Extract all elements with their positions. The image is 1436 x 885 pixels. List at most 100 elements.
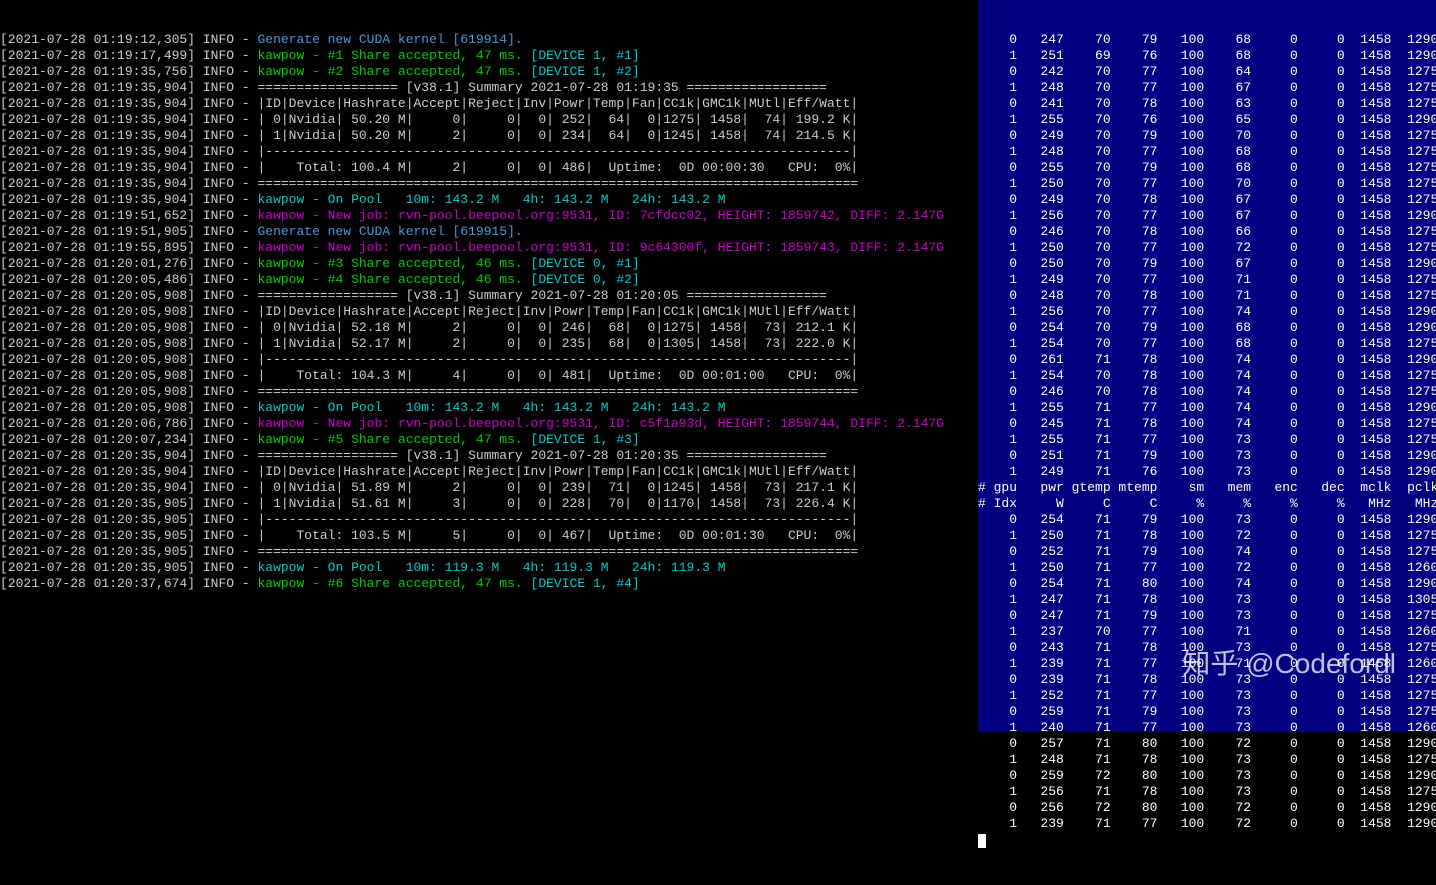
gpu-stat-row: 0 241 70 78 100 63 0 0 1458 1275 bbox=[978, 96, 1436, 112]
log-timestamp: [2021-07-28 01:20:35,904] bbox=[0, 480, 195, 495]
log-level: INFO - bbox=[195, 80, 257, 95]
log-message: | 0|Nvidia| 52.18 M| 2| 0| 0| 246| 68| 0… bbox=[257, 320, 858, 335]
gpu-stat-row: 0 242 70 77 100 64 0 0 1458 1275 bbox=[978, 64, 1436, 80]
log-line: [2021-07-28 01:19:35,904] INFO - | 1|Nvi… bbox=[0, 128, 978, 144]
log-device: [DEVICE 0, #2] bbox=[531, 272, 640, 287]
log-line: [2021-07-28 01:20:35,904] INFO - |ID|Dev… bbox=[0, 464, 978, 480]
log-timestamp: [2021-07-28 01:19:55,895] bbox=[0, 240, 195, 255]
log-line: [2021-07-28 01:20:35,905] INFO - | 1|Nvi… bbox=[0, 496, 978, 512]
gpu-stat-row: 0 254 71 79 100 73 0 0 1458 1290 bbox=[978, 512, 1436, 528]
log-line: [2021-07-28 01:19:35,904] INFO - |------… bbox=[0, 144, 978, 160]
log-level: INFO - bbox=[195, 176, 257, 191]
log-timestamp: [2021-07-28 01:20:37,674] bbox=[0, 576, 195, 591]
log-level: INFO - bbox=[195, 384, 257, 399]
log-timestamp: [2021-07-28 01:19:51,905] bbox=[0, 224, 195, 239]
log-message: |ID|Device|Hashrate|Accept|Reject|Inv|Po… bbox=[257, 304, 858, 319]
log-line: [2021-07-28 01:20:05,908] INFO - =======… bbox=[0, 384, 978, 400]
log-message: ================== [v38.1] Summary 2021-… bbox=[257, 448, 827, 463]
log-message: |ID|Device|Hashrate|Accept|Reject|Inv|Po… bbox=[257, 96, 858, 111]
miner-log-terminal[interactable]: [2021-07-28 01:19:12,305] INFO - Generat… bbox=[0, 0, 978, 732]
log-line: [2021-07-28 01:20:35,905] INFO - |------… bbox=[0, 512, 978, 528]
gpu-smi-terminal[interactable]: 0 247 70 79 100 68 0 0 1458 1290 1 251 6… bbox=[978, 0, 1436, 732]
log-level: INFO - bbox=[195, 272, 257, 287]
gpu-stat-row: 1 250 70 77 100 72 0 0 1458 1275 bbox=[978, 240, 1436, 256]
gpu-stat-row: 1 247 71 78 100 73 0 0 1458 1305 bbox=[978, 592, 1436, 608]
gpu-stat-row: 1 248 71 78 100 73 0 0 1458 1275 bbox=[978, 752, 1436, 768]
log-line: [2021-07-28 01:19:35,904] INFO - =======… bbox=[0, 80, 978, 96]
log-message: kawpow - On Pool 10m: 119.3 M 4h: 119.3 … bbox=[257, 560, 725, 575]
gpu-stat-row: 1 248 70 77 100 67 0 0 1458 1275 bbox=[978, 80, 1436, 96]
log-message: ========================================… bbox=[257, 544, 858, 559]
log-message: ========================================… bbox=[257, 384, 858, 399]
log-message: kawpow - #1 Share accepted, 47 ms. bbox=[257, 48, 530, 63]
log-timestamp: [2021-07-28 01:20:05,908] bbox=[0, 288, 195, 303]
log-line: [2021-07-28 01:20:35,904] INFO - =======… bbox=[0, 448, 978, 464]
log-timestamp: [2021-07-28 01:20:35,904] bbox=[0, 464, 195, 479]
gpu-stat-row: 0 248 70 78 100 71 0 0 1458 1275 bbox=[978, 288, 1436, 304]
log-line: [2021-07-28 01:19:35,904] INFO - | Total… bbox=[0, 160, 978, 176]
log-line: [2021-07-28 01:20:05,486] INFO - kawpow … bbox=[0, 272, 978, 288]
log-line: [2021-07-28 01:19:35,904] INFO - |ID|Dev… bbox=[0, 96, 978, 112]
log-level: INFO - bbox=[195, 560, 257, 575]
gpu-stat-row: 1 254 70 78 100 74 0 0 1458 1275 bbox=[978, 368, 1436, 384]
gpu-stat-row: 0 243 71 78 100 73 0 0 1458 1275 bbox=[978, 640, 1436, 656]
log-timestamp: [2021-07-28 01:19:12,305] bbox=[0, 32, 195, 47]
log-level: INFO - bbox=[195, 320, 257, 335]
gpu-stat-row: 0 261 71 78 100 74 0 0 1458 1290 bbox=[978, 352, 1436, 368]
cursor bbox=[978, 832, 1436, 853]
log-device: [DEVICE 1, #3] bbox=[531, 432, 640, 447]
log-line: [2021-07-28 01:20:01,276] INFO - kawpow … bbox=[0, 256, 978, 272]
log-message: kawpow - New job: rvn-pool.beepool.org:9… bbox=[257, 240, 944, 255]
log-timestamp: [2021-07-28 01:19:35,904] bbox=[0, 112, 195, 127]
log-line: [2021-07-28 01:19:55,895] INFO - kawpow … bbox=[0, 240, 978, 256]
log-level: INFO - bbox=[195, 448, 257, 463]
gpu-stat-row: 1 250 71 78 100 72 0 0 1458 1275 bbox=[978, 528, 1436, 544]
gpu-stat-row: 1 249 71 76 100 73 0 0 1458 1290 bbox=[978, 464, 1436, 480]
log-timestamp: [2021-07-28 01:20:06,786] bbox=[0, 416, 195, 431]
gpu-stat-row: 0 246 70 78 100 74 0 0 1458 1275 bbox=[978, 384, 1436, 400]
log-timestamp: [2021-07-28 01:20:35,905] bbox=[0, 560, 195, 575]
log-line: [2021-07-28 01:20:05,908] INFO - kawpow … bbox=[0, 400, 978, 416]
log-timestamp: [2021-07-28 01:20:05,908] bbox=[0, 320, 195, 335]
log-line: [2021-07-28 01:20:07,234] INFO - kawpow … bbox=[0, 432, 978, 448]
log-message: kawpow - #5 Share accepted, 47 ms. bbox=[257, 432, 530, 447]
log-line: [2021-07-28 01:19:17,499] INFO - kawpow … bbox=[0, 48, 978, 64]
log-level: INFO - bbox=[195, 480, 257, 495]
log-level: INFO - bbox=[195, 544, 257, 559]
log-level: INFO - bbox=[195, 240, 257, 255]
log-level: INFO - bbox=[195, 208, 257, 223]
log-line: [2021-07-28 01:19:35,756] INFO - kawpow … bbox=[0, 64, 978, 80]
log-message: kawpow - #3 Share accepted, 46 ms. bbox=[257, 256, 530, 271]
log-timestamp: [2021-07-28 01:20:35,905] bbox=[0, 512, 195, 527]
log-level: INFO - bbox=[195, 368, 257, 383]
log-line: [2021-07-28 01:20:05,908] INFO - | 0|Nvi… bbox=[0, 320, 978, 336]
gpu-stat-row: 0 246 70 78 100 66 0 0 1458 1275 bbox=[978, 224, 1436, 240]
log-level: INFO - bbox=[195, 256, 257, 271]
gpu-stat-row: 0 239 71 78 100 73 0 0 1458 1275 bbox=[978, 672, 1436, 688]
log-timestamp: [2021-07-28 01:20:05,908] bbox=[0, 352, 195, 367]
log-message: Generate new CUDA kernel [619914]. bbox=[257, 32, 522, 47]
log-message: |ID|Device|Hashrate|Accept|Reject|Inv|Po… bbox=[257, 464, 858, 479]
log-level: INFO - bbox=[195, 64, 257, 79]
log-device: [DEVICE 1, #2] bbox=[531, 64, 640, 79]
log-message: ================== [v38.1] Summary 2021-… bbox=[257, 288, 827, 303]
gpu-stat-row: 0 254 71 80 100 74 0 0 1458 1290 bbox=[978, 576, 1436, 592]
log-line: [2021-07-28 01:20:35,904] INFO - | 0|Nvi… bbox=[0, 480, 978, 496]
log-message: | 1|Nvidia| 51.61 M| 3| 0| 0| 228| 70| 0… bbox=[257, 496, 858, 511]
log-message: ========================================… bbox=[257, 176, 858, 191]
log-message: |---------------------------------------… bbox=[257, 512, 858, 527]
log-level: INFO - bbox=[195, 192, 257, 207]
log-message: kawpow - #6 Share accepted, 47 ms. bbox=[257, 576, 530, 591]
gpu-header-units: # Idx W C C % % % % MHz MHz bbox=[978, 496, 1436, 512]
log-level: INFO - bbox=[195, 304, 257, 319]
gpu-stat-row: 0 247 70 79 100 68 0 0 1458 1290 bbox=[978, 32, 1436, 48]
log-timestamp: [2021-07-28 01:20:01,276] bbox=[0, 256, 195, 271]
log-message: | 0|Nvidia| 51.89 M| 2| 0| 0| 239| 71| 0… bbox=[257, 480, 858, 495]
gpu-stat-row: 1 250 71 77 100 72 0 0 1458 1260 bbox=[978, 560, 1436, 576]
log-line: [2021-07-28 01:20:37,674] INFO - kawpow … bbox=[0, 576, 978, 592]
log-level: INFO - bbox=[195, 432, 257, 447]
log-message: kawpow - New job: rvn-pool.beepool.org:9… bbox=[257, 208, 944, 223]
log-line: [2021-07-28 01:20:06,786] INFO - kawpow … bbox=[0, 416, 978, 432]
log-line: [2021-07-28 01:20:05,908] INFO - |------… bbox=[0, 352, 978, 368]
gpu-stat-row: 0 249 70 79 100 70 0 0 1458 1275 bbox=[978, 128, 1436, 144]
